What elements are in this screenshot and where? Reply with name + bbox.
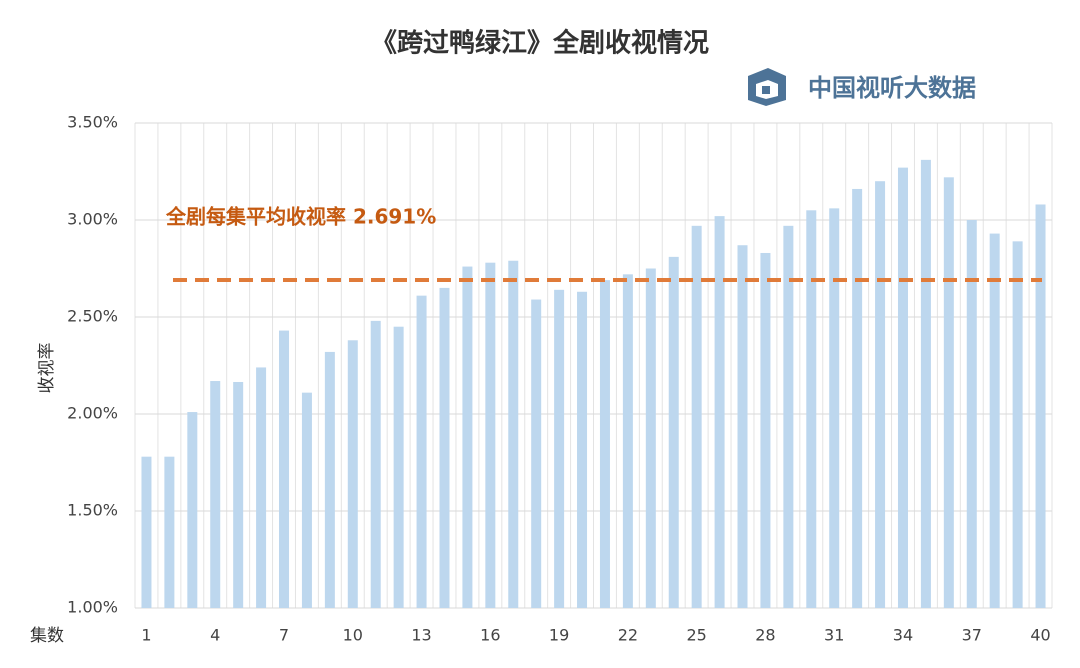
bar [370, 320, 381, 608]
x-tick-label: 22 [618, 626, 638, 645]
x-tick-label: 16 [480, 626, 500, 645]
y-tick-label: 1.00% [67, 598, 118, 617]
x-tick-label: 10 [343, 626, 363, 645]
chart-title: 《跨过鸭绿江》全剧收视情况 [371, 28, 709, 59]
average-label: 全剧每集平均收视率 2.691% [165, 205, 436, 229]
bar [1012, 241, 1023, 608]
y-tick-label: 3.00% [67, 210, 118, 229]
bar [943, 177, 954, 608]
bar [599, 280, 610, 608]
bar [852, 188, 863, 608]
bar [554, 289, 565, 608]
bar [324, 351, 335, 608]
y-tick-label: 3.50% [67, 113, 118, 132]
bar [439, 287, 450, 608]
bar [645, 268, 656, 608]
bar [966, 220, 977, 608]
bar [256, 367, 267, 608]
bar [714, 216, 725, 608]
x-axis-label: 集数 [30, 626, 64, 646]
bar [462, 266, 473, 608]
brand-text: 中国视听大数据 [808, 74, 976, 102]
bar [279, 330, 290, 608]
y-axis-label: 收视率 [37, 343, 57, 394]
bar [141, 456, 152, 608]
bar [691, 225, 702, 608]
y-tick-label: 2.00% [67, 404, 118, 423]
x-tick-label: 40 [1030, 626, 1050, 645]
bar [577, 291, 588, 608]
x-tick-label: 13 [411, 626, 431, 645]
bar [347, 340, 358, 608]
x-tick-label: 31 [824, 626, 844, 645]
bar [393, 326, 404, 608]
y-tick-label: 1.50% [67, 501, 118, 520]
bar [668, 256, 679, 608]
x-tick-label: 34 [893, 626, 913, 645]
x-tick-label: 4 [210, 626, 220, 645]
bar [485, 262, 496, 608]
bar [301, 392, 312, 608]
bar [164, 456, 175, 608]
bar [233, 381, 244, 608]
bar [622, 274, 633, 608]
bar [508, 260, 519, 608]
x-tick-label: 28 [755, 626, 775, 645]
bar [783, 225, 794, 608]
bar [760, 252, 771, 609]
bar [416, 295, 427, 608]
bar [920, 159, 931, 609]
brand-logo [748, 68, 786, 106]
bar [210, 381, 221, 608]
bar [829, 208, 840, 609]
bar [806, 210, 817, 609]
bar [187, 412, 198, 608]
bar [897, 167, 908, 608]
bar [875, 181, 886, 608]
x-tick-label: 37 [962, 626, 982, 645]
bar [737, 245, 748, 608]
x-tick-label: 1 [141, 626, 151, 645]
bar [531, 299, 542, 608]
x-tick-label: 19 [549, 626, 569, 645]
x-tick-label: 25 [686, 626, 706, 645]
y-tick-label: 2.50% [67, 307, 118, 326]
bar [1035, 204, 1046, 609]
x-tick-label: 7 [279, 626, 289, 645]
bar [989, 233, 1000, 608]
